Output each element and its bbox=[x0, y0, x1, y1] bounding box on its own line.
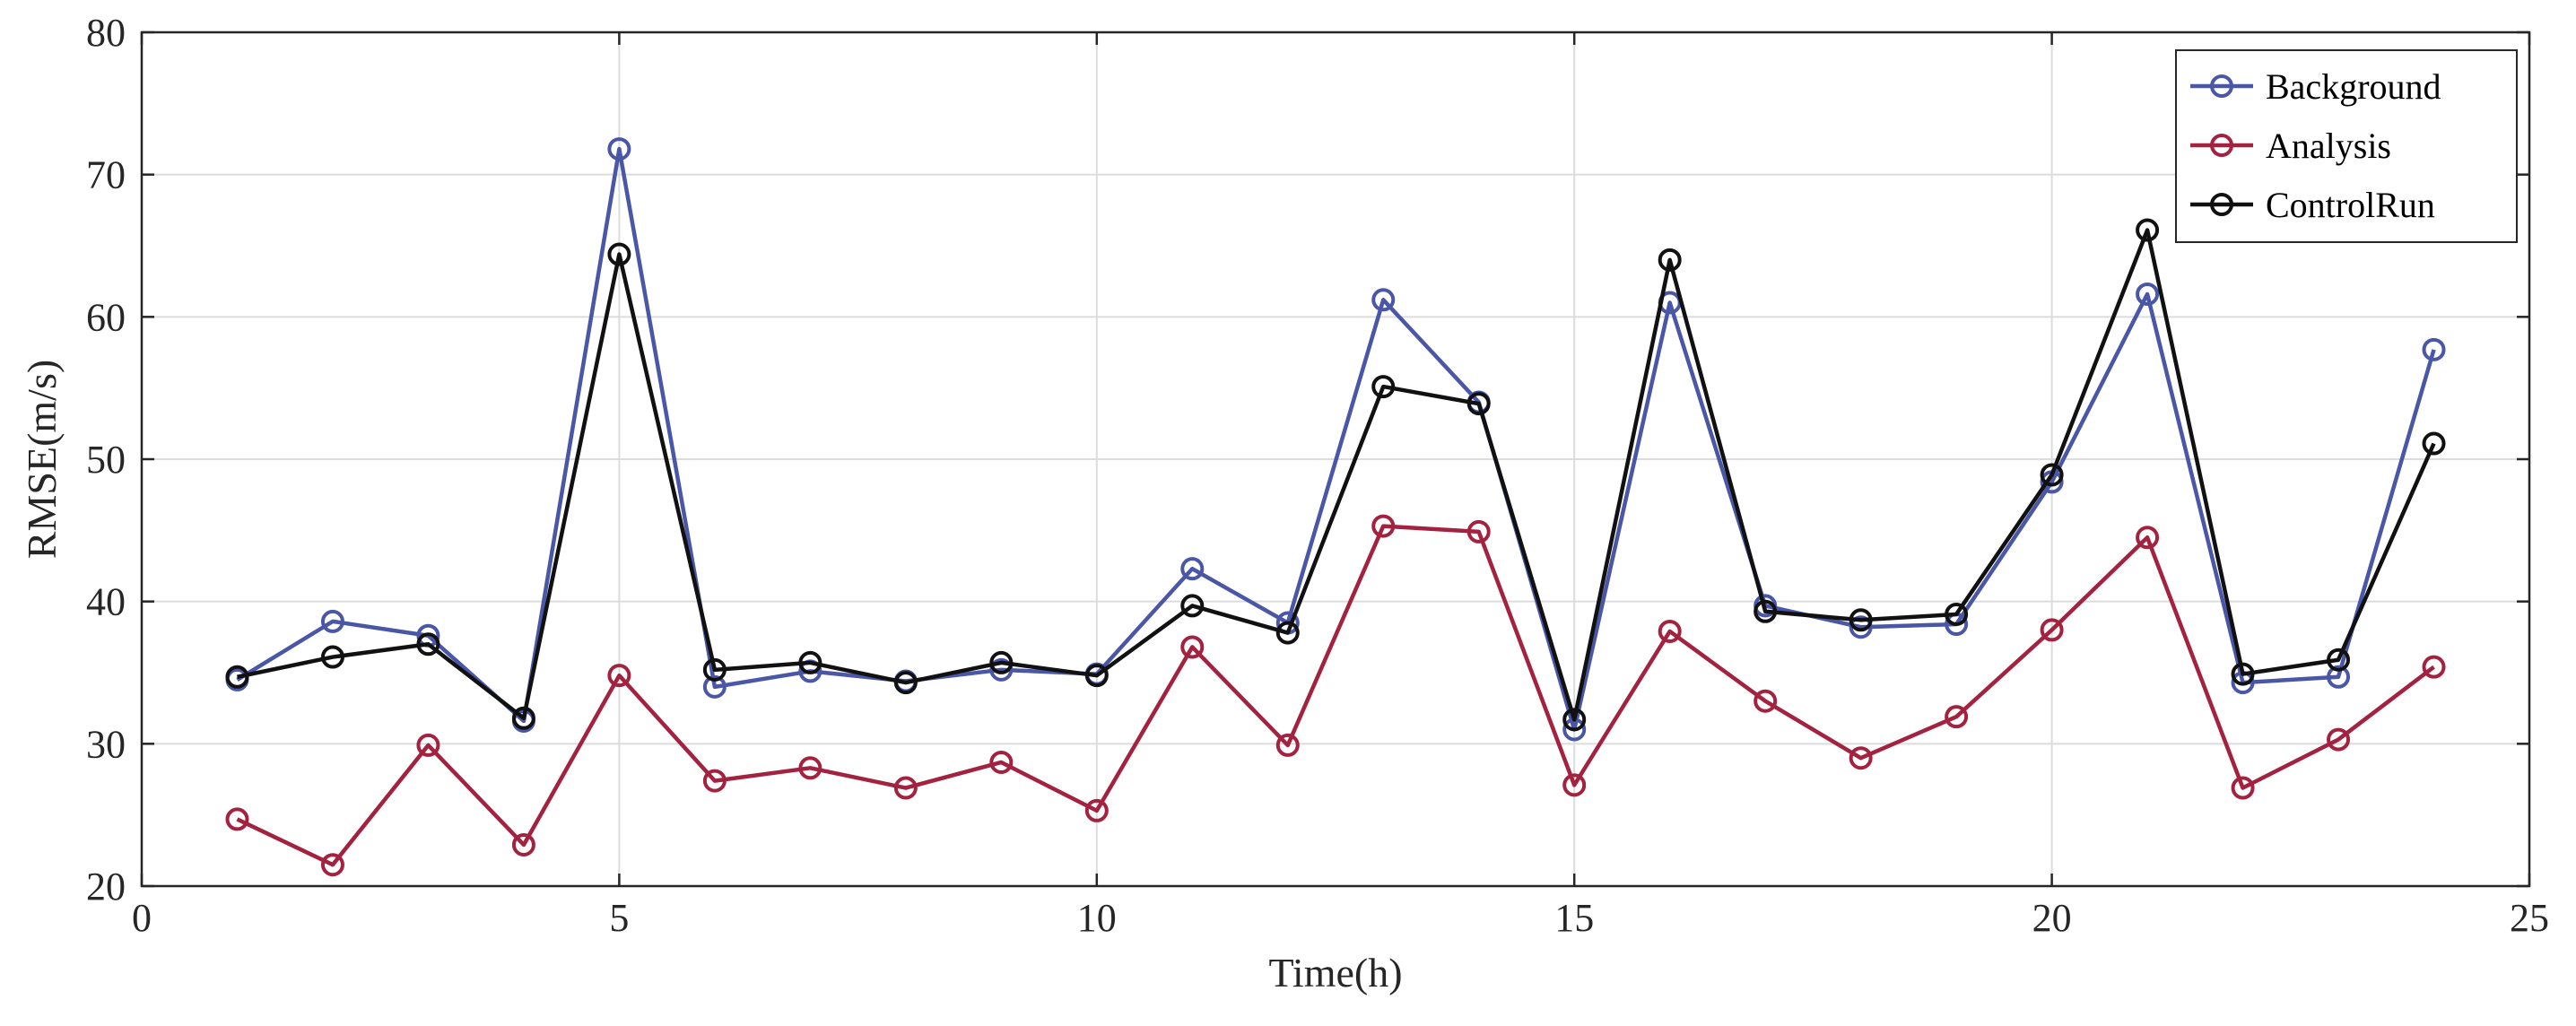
data-point-analysis bbox=[989, 750, 1014, 774]
series-line-analysis bbox=[236, 524, 2435, 867]
data-point-analysis bbox=[1849, 746, 1873, 770]
data-point-analysis bbox=[2231, 776, 2255, 800]
data-point-controlrun bbox=[1562, 708, 1587, 732]
data-point-analysis bbox=[798, 756, 822, 780]
data-point-analysis bbox=[2136, 526, 2160, 550]
data-point-background bbox=[2327, 665, 2351, 689]
x-axis: 0 5 10 15 20 25 bbox=[132, 32, 2549, 940]
data-point-analysis bbox=[2422, 655, 2446, 679]
data-point-controlrun bbox=[607, 242, 631, 266]
data-point-analysis bbox=[416, 733, 440, 757]
data-point-analysis bbox=[893, 776, 918, 800]
data-point-analysis bbox=[607, 664, 631, 688]
data-point-controlrun bbox=[2327, 648, 2351, 672]
data-point-controlrun bbox=[511, 706, 535, 730]
x-axis-label: Time(h) bbox=[1268, 950, 1402, 996]
data-point-controlrun bbox=[2422, 431, 2446, 456]
data-point-controlrun bbox=[2040, 463, 2064, 487]
data-point-controlrun bbox=[1945, 602, 1969, 626]
legend-item-controlrun: ControlRun bbox=[2190, 185, 2435, 225]
y-tick-label: 20 bbox=[86, 865, 126, 909]
series-background bbox=[225, 137, 2446, 742]
data-point-analysis bbox=[320, 853, 344, 877]
y-tick-label: 40 bbox=[86, 580, 126, 624]
data-point-controlrun bbox=[320, 645, 344, 669]
data-point-background bbox=[2422, 337, 2446, 361]
data-point-controlrun bbox=[1754, 599, 1778, 623]
data-point-analysis bbox=[1562, 773, 1587, 797]
data-point-analysis bbox=[2327, 727, 2351, 752]
data-point-analysis bbox=[702, 769, 727, 793]
series-line-controlrun bbox=[237, 228, 2436, 722]
data-point-controlrun bbox=[1371, 375, 1396, 399]
y-tick-label: 70 bbox=[86, 153, 126, 197]
series-analysis bbox=[225, 514, 2446, 877]
data-point-analysis bbox=[1180, 635, 1205, 659]
data-point-controlrun bbox=[2231, 662, 2255, 686]
legend-label: ControlRun bbox=[2266, 185, 2435, 225]
data-point-analysis bbox=[1275, 733, 1300, 757]
legend-item-background: Background bbox=[2190, 66, 2441, 107]
data-point-controlrun bbox=[893, 671, 918, 695]
series-line-background bbox=[236, 146, 2436, 732]
data-point-analysis bbox=[1084, 798, 1109, 822]
data-point-controlrun bbox=[1180, 594, 1205, 618]
x-tick-label: 0 bbox=[132, 896, 152, 940]
data-point-controlrun bbox=[1466, 392, 1491, 416]
x-tick-label: 15 bbox=[1554, 896, 1594, 940]
data-point-analysis bbox=[225, 807, 249, 831]
data-point-analysis bbox=[511, 832, 535, 856]
data-point-controlrun bbox=[416, 632, 440, 656]
series-group bbox=[225, 137, 2446, 877]
y-tick-label: 30 bbox=[86, 722, 126, 766]
data-point-background bbox=[1180, 557, 1205, 581]
data-point-controlrun bbox=[798, 650, 822, 674]
y-tick-label: 80 bbox=[86, 11, 126, 55]
data-point-analysis bbox=[1371, 514, 1396, 538]
x-tick-label: 25 bbox=[2510, 896, 2549, 940]
data-point-controlrun bbox=[1658, 248, 1682, 272]
data-point-background bbox=[607, 137, 631, 161]
legend-label: Background bbox=[2266, 66, 2441, 107]
data-point-controlrun bbox=[1849, 608, 1873, 632]
data-point-background bbox=[1371, 288, 1396, 312]
data-point-controlrun bbox=[1084, 664, 1109, 688]
data-point-analysis bbox=[1658, 619, 1682, 643]
legend-swatch-marker bbox=[2210, 193, 2233, 216]
data-point-controlrun bbox=[2136, 218, 2160, 242]
y-tick-label: 60 bbox=[86, 295, 126, 339]
legend-label: Analysis bbox=[2266, 126, 2391, 166]
legend-swatch-marker bbox=[2210, 134, 2233, 157]
legend-swatch-marker bbox=[2210, 74, 2233, 98]
x-tick-label: 10 bbox=[1077, 896, 1117, 940]
series-controlrun bbox=[225, 218, 2446, 732]
data-point-background bbox=[1849, 615, 1873, 639]
y-tick-label: 50 bbox=[86, 438, 126, 482]
data-point-controlrun bbox=[989, 650, 1014, 674]
legend-item-analysis: Analysis bbox=[2190, 126, 2391, 166]
data-point-analysis bbox=[1754, 689, 1778, 713]
data-point-analysis bbox=[1945, 705, 1969, 729]
data-point-analysis bbox=[1466, 519, 1491, 543]
data-point-background bbox=[320, 609, 344, 633]
x-tick-label: 20 bbox=[2032, 896, 2072, 940]
legend: Background Analysis ControlRun bbox=[2175, 49, 2518, 243]
data-point-controlrun bbox=[702, 657, 727, 682]
data-point-analysis bbox=[2040, 618, 2064, 642]
data-point-background bbox=[702, 674, 727, 699]
data-point-controlrun bbox=[225, 665, 249, 689]
y-axis-label: RMSE(m/s) bbox=[19, 360, 65, 559]
data-point-background bbox=[2136, 282, 2160, 306]
data-point-controlrun bbox=[1275, 621, 1300, 645]
y-axis: 20 30 40 50 60 70 80 bbox=[86, 11, 2529, 909]
data-point-background bbox=[989, 657, 1014, 682]
x-tick-label: 5 bbox=[609, 896, 629, 940]
